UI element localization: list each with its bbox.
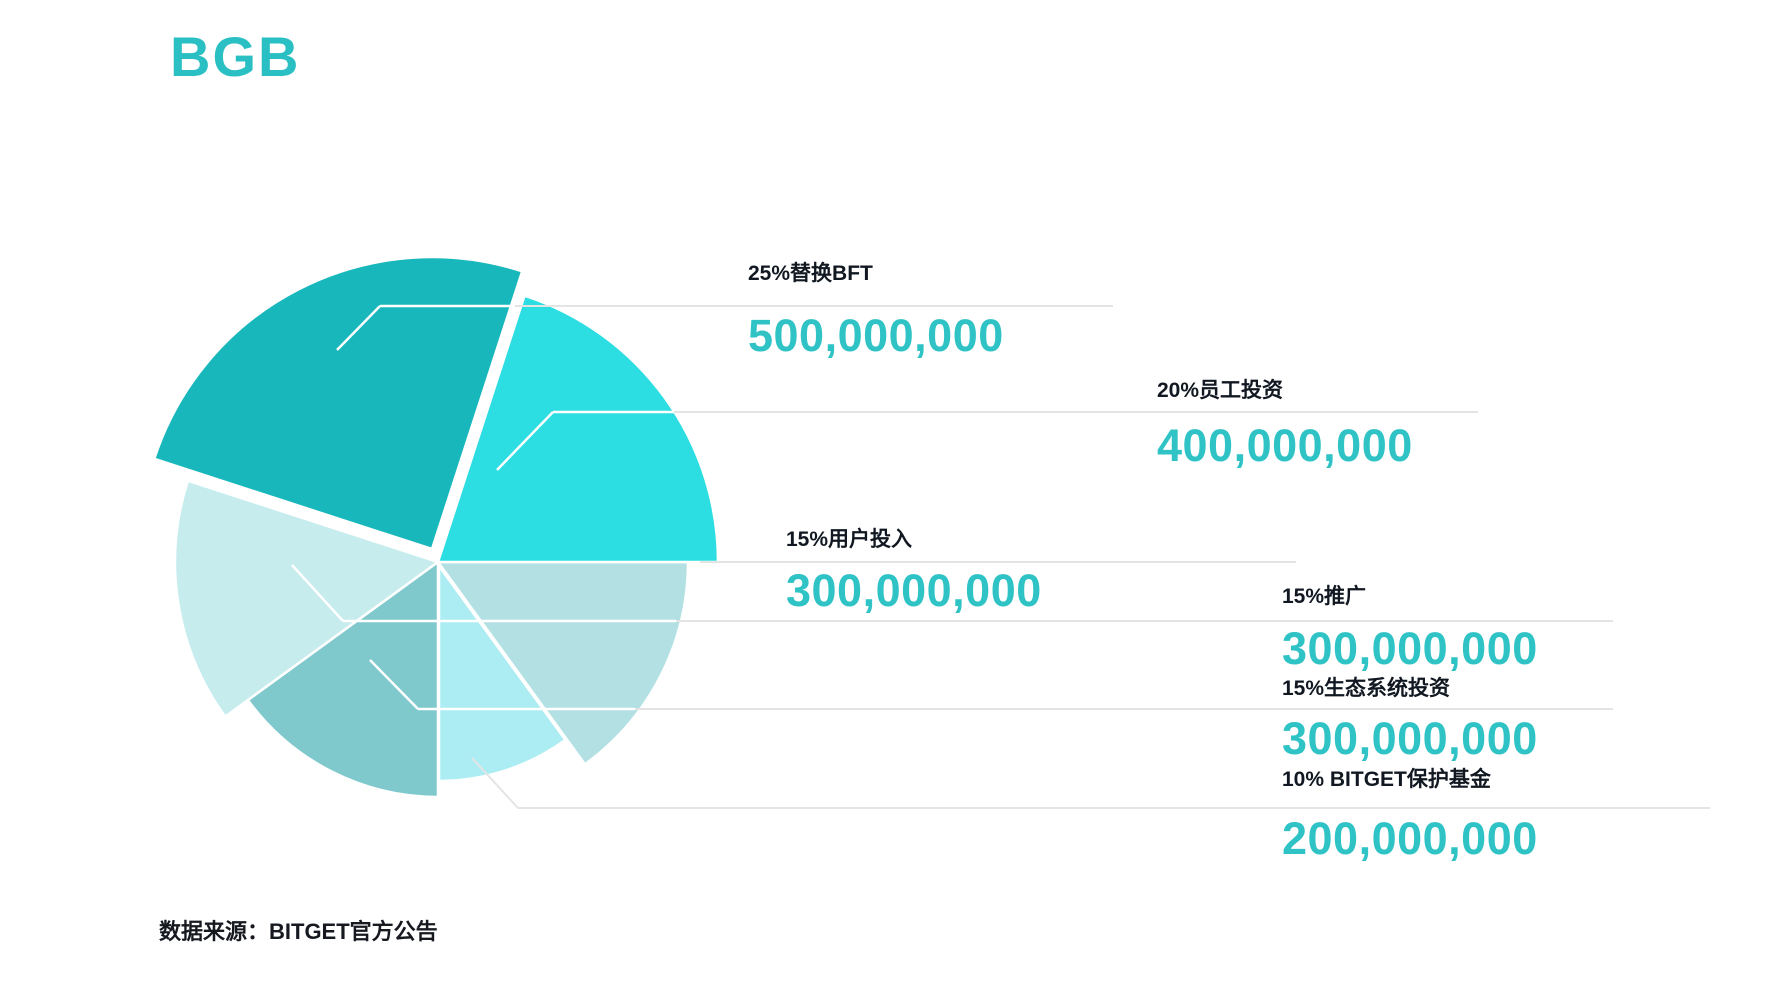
- callout-user-investment: 15%用户投入 300,000,000: [786, 527, 1042, 615]
- slice-value: 500,000,000: [748, 310, 1004, 361]
- callout-ecosystem-investment: 15%生态系统投资 300,000,000: [1282, 676, 1538, 763]
- slice-label: 25%替换BFT: [748, 262, 873, 285]
- slice-label: 10% BITGET保护基金: [1282, 768, 1491, 791]
- pie-slice-用户投入: [436, 560, 690, 766]
- slice-value: 300,000,000: [786, 565, 1042, 616]
- slice-label: 20%员工投资: [1157, 379, 1284, 402]
- slice-value: 400,000,000: [1157, 420, 1413, 471]
- leader-line: [369, 659, 419, 710]
- page-title: BGB: [170, 25, 301, 88]
- slice-value: 300,000,000: [1282, 713, 1538, 764]
- pie-slice-员工投资: [436, 294, 720, 564]
- callout-bft-swap: 25%替换BFT 500,000,000: [748, 261, 1004, 360]
- slice-value: 200,000,000: [1282, 813, 1538, 864]
- pie-slice-推广: [173, 479, 440, 718]
- slice-label: 15%用户投入: [786, 528, 913, 551]
- callout-protection-fund: 10% BITGET保护基金 200,000,000: [1282, 767, 1538, 863]
- pie-slice-替换BFT: [153, 255, 524, 551]
- leader-line: [291, 564, 344, 622]
- leader-line: [496, 411, 554, 471]
- slice-label: 15%生态系统投资: [1282, 677, 1451, 700]
- callout-promotion: 15%推广 300,000,000: [1282, 584, 1538, 673]
- leader-line: [336, 305, 381, 351]
- callout-employee-investment: 20%员工投资 400,000,000: [1157, 378, 1413, 470]
- slice-value: 300,000,000: [1282, 623, 1538, 674]
- data-source-note: 数据来源：BITGET官方公告: [159, 919, 438, 944]
- leader-line: [471, 757, 519, 809]
- slice-label: 15%推广: [1282, 585, 1367, 608]
